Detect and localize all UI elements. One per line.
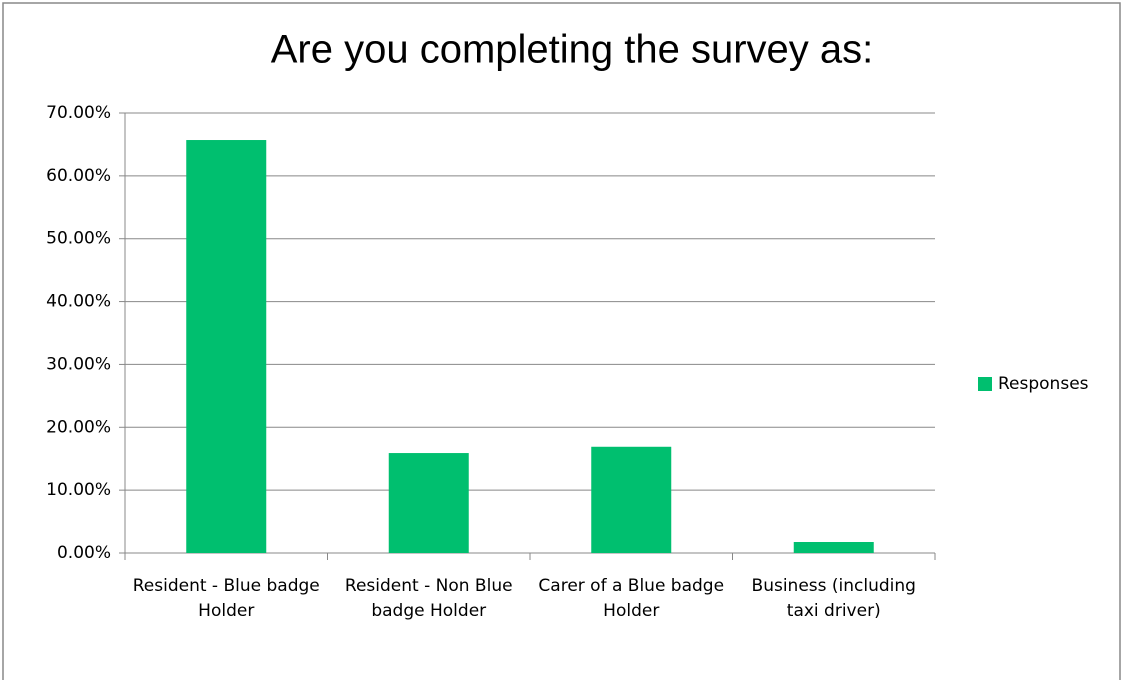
x-tick-label: Resident - Blue badge Holder [132,576,320,621]
y-tick-label: 70.00% [46,103,111,123]
y-tick-label: 60.00% [46,166,111,186]
bar [591,446,672,553]
bar [388,453,469,553]
x-tick-label: Resident - Non Blue badge Holder [344,576,513,621]
bar [186,140,267,553]
y-tick-label: 10.00% [46,480,111,500]
y-tick-label: 30.00% [46,354,111,374]
y-tick-label: 0.00% [57,543,111,563]
y-tick-label: 20.00% [46,417,111,437]
x-tick-label: Carer of a Blue badge Holder [538,576,725,621]
bar [793,542,874,553]
legend-swatch [978,377,992,391]
y-tick-label: 50.00% [46,229,111,249]
chart-title: Are you completing the survey as: [271,28,874,72]
x-tick-label: Business (including taxi driver) [751,576,916,621]
y-tick-label: 40.00% [46,292,111,312]
legend-label: Responses [998,374,1089,394]
